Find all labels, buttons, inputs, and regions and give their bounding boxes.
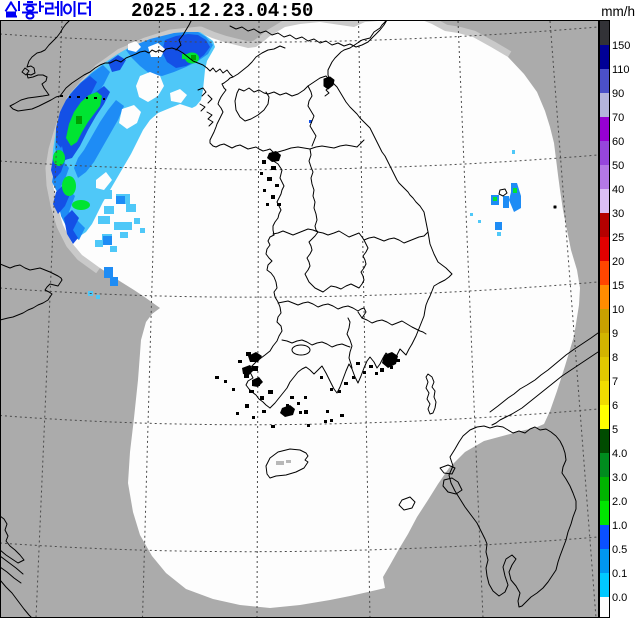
svg-text:4.0: 4.0: [612, 448, 627, 460]
svg-text:150: 150: [612, 40, 630, 52]
svg-text:9: 9: [612, 328, 618, 340]
svg-text:60: 60: [612, 136, 624, 148]
svg-text:1.0: 1.0: [612, 520, 627, 532]
svg-text:mm/h: mm/h: [601, 4, 635, 19]
svg-text:50: 50: [612, 160, 624, 172]
svg-text:90: 90: [612, 88, 624, 100]
svg-text:2.0: 2.0: [612, 496, 627, 508]
svg-text:6: 6: [612, 400, 618, 412]
svg-text:5: 5: [612, 424, 618, 436]
svg-text:0.5: 0.5: [612, 544, 627, 556]
svg-text:3.0: 3.0: [612, 472, 627, 484]
svg-text:70: 70: [612, 112, 624, 124]
svg-text:110: 110: [612, 64, 630, 76]
svg-text:25: 25: [612, 232, 624, 244]
svg-text:2025.12.23.04:50: 2025.12.23.04:50: [131, 0, 313, 22]
svg-text:30: 30: [612, 208, 624, 220]
svg-text:8: 8: [612, 352, 618, 364]
svg-text:0.0: 0.0: [612, 592, 627, 604]
svg-text:40: 40: [612, 184, 624, 196]
svg-text:20: 20: [612, 256, 624, 268]
svg-text:0.1: 0.1: [612, 568, 627, 580]
svg-text:7: 7: [612, 376, 618, 388]
svg-text:10: 10: [612, 304, 624, 316]
svg-text:15: 15: [612, 280, 624, 292]
